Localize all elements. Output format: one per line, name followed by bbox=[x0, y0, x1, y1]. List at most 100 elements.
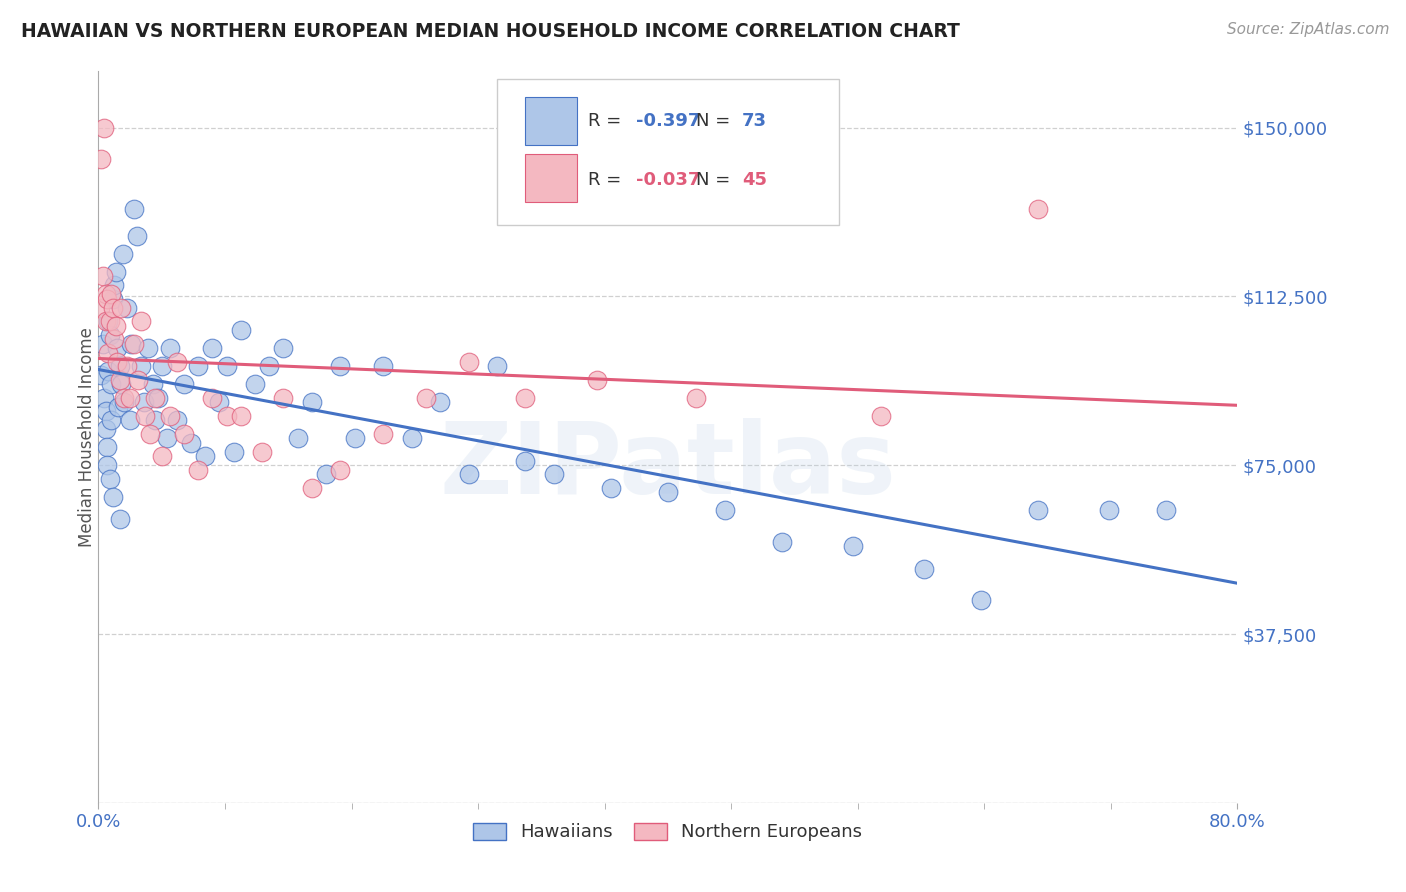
Point bbox=[105, 341, 128, 355]
Point bbox=[145, 413, 167, 427]
Point bbox=[122, 336, 145, 351]
Point bbox=[125, 228, 148, 243]
Text: -0.037: -0.037 bbox=[636, 170, 700, 188]
Point bbox=[103, 278, 125, 293]
Point bbox=[315, 467, 337, 482]
Point bbox=[132, 395, 155, 409]
Point bbox=[98, 327, 121, 342]
Text: -0.397: -0.397 bbox=[636, 112, 700, 130]
Point bbox=[108, 359, 131, 374]
Point bbox=[120, 336, 142, 351]
Point bbox=[101, 301, 124, 315]
Point bbox=[94, 404, 117, 418]
Point bbox=[93, 391, 115, 405]
Point bbox=[97, 314, 120, 328]
Point bbox=[187, 359, 209, 374]
Point bbox=[187, 463, 209, 477]
Point bbox=[112, 391, 135, 405]
Point bbox=[90, 368, 112, 383]
Point bbox=[229, 409, 252, 423]
Point bbox=[301, 481, 323, 495]
Point bbox=[100, 287, 122, 301]
Point bbox=[159, 409, 181, 423]
Point bbox=[90, 152, 112, 166]
Text: ZIPatlas: ZIPatlas bbox=[440, 417, 896, 515]
Point bbox=[108, 512, 131, 526]
Point bbox=[127, 373, 149, 387]
Text: Source: ZipAtlas.com: Source: ZipAtlas.com bbox=[1226, 22, 1389, 37]
Point bbox=[141, 377, 163, 392]
Point bbox=[115, 359, 138, 374]
Bar bbox=[526, 154, 576, 202]
Point bbox=[152, 449, 174, 463]
Point bbox=[97, 345, 120, 359]
Point bbox=[1154, 503, 1177, 517]
Point bbox=[685, 391, 707, 405]
Text: 45: 45 bbox=[742, 170, 766, 188]
Point bbox=[301, 395, 323, 409]
Point bbox=[91, 336, 114, 351]
Point bbox=[96, 440, 118, 454]
Point bbox=[138, 426, 160, 441]
Point bbox=[148, 391, 170, 405]
Point bbox=[134, 409, 156, 423]
Point bbox=[657, 485, 679, 500]
Point bbox=[912, 562, 935, 576]
Point bbox=[243, 377, 266, 392]
Text: R =: R = bbox=[588, 170, 627, 188]
Point bbox=[101, 292, 124, 306]
Point bbox=[173, 426, 195, 441]
Point bbox=[329, 463, 352, 477]
Point bbox=[105, 354, 128, 368]
Point bbox=[118, 391, 141, 405]
Point bbox=[100, 377, 122, 392]
Point bbox=[208, 395, 231, 409]
Point bbox=[259, 359, 281, 374]
Point bbox=[94, 287, 117, 301]
Point bbox=[100, 413, 122, 427]
Point bbox=[215, 409, 238, 423]
Text: N =: N = bbox=[696, 112, 737, 130]
Point bbox=[1026, 202, 1049, 216]
Point bbox=[201, 391, 224, 405]
Point bbox=[250, 444, 273, 458]
Point bbox=[343, 431, 366, 445]
Point bbox=[201, 341, 224, 355]
Point bbox=[486, 359, 509, 374]
Point bbox=[145, 391, 167, 405]
Point bbox=[122, 202, 145, 216]
Point bbox=[273, 391, 295, 405]
Point bbox=[515, 391, 537, 405]
Text: 73: 73 bbox=[742, 112, 766, 130]
Point bbox=[273, 341, 295, 355]
Point bbox=[97, 364, 120, 378]
Point bbox=[96, 458, 118, 473]
Point bbox=[457, 467, 479, 482]
Point bbox=[110, 301, 132, 315]
Point bbox=[118, 413, 141, 427]
Point bbox=[152, 359, 174, 374]
Point bbox=[180, 435, 202, 450]
Point bbox=[1026, 503, 1049, 517]
Bar bbox=[526, 97, 576, 145]
Point bbox=[93, 120, 115, 135]
Point bbox=[156, 431, 179, 445]
Point bbox=[543, 467, 565, 482]
Point bbox=[112, 395, 135, 409]
Point bbox=[108, 373, 131, 387]
Point bbox=[585, 373, 607, 387]
Point bbox=[870, 409, 893, 423]
Point bbox=[101, 490, 124, 504]
Point bbox=[329, 359, 352, 374]
Point bbox=[129, 359, 152, 374]
Point bbox=[401, 431, 423, 445]
Point bbox=[136, 341, 159, 355]
FancyBboxPatch shape bbox=[498, 78, 839, 225]
Y-axis label: Median Household Income: Median Household Income bbox=[79, 327, 96, 547]
Legend: Hawaiians, Northern Europeans: Hawaiians, Northern Europeans bbox=[465, 815, 870, 848]
Point bbox=[194, 449, 217, 463]
Text: R =: R = bbox=[588, 112, 627, 130]
Point bbox=[415, 391, 437, 405]
Point bbox=[373, 359, 395, 374]
Point bbox=[600, 481, 623, 495]
